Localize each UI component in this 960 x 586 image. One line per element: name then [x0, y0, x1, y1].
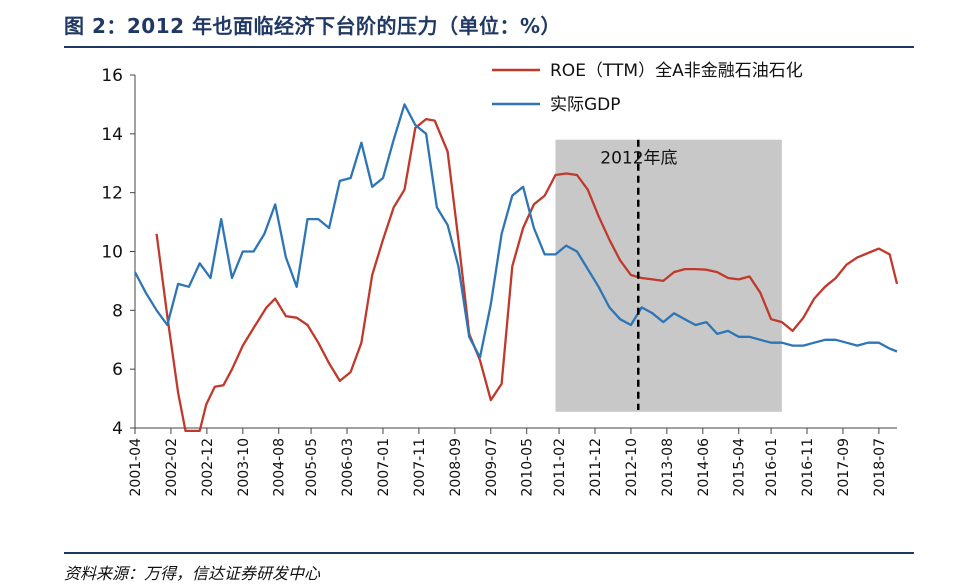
axes-layer: 4 6 8 10 12 14 16 2001-04 2002-02 2002-12 2003-10 2…	[101, 66, 897, 497]
title-rule	[64, 46, 914, 48]
y-tick-label: 16	[101, 66, 123, 86]
x-tick-label: 2011-12	[588, 438, 604, 497]
x-tick-label: 2001-04	[128, 438, 144, 497]
x-tick-label: 2018-07	[872, 438, 888, 497]
x-tick-label: 2013-08	[660, 438, 676, 497]
series-layer	[133, 103, 899, 433]
x-tick-label: 2015-04	[732, 438, 748, 497]
x-tick-label: 2014-06	[696, 438, 712, 497]
legend-label-gdp: 实际GDP	[550, 95, 621, 115]
y-tick-label: 10	[101, 243, 123, 263]
y-tick-label: 14	[101, 125, 123, 145]
x-tick-label: 2007-11	[412, 438, 428, 497]
x-tick-label: 2016-11	[800, 438, 816, 497]
figure-title: 图 2：2012 年也面临经济下台阶的压力（单位：%）	[64, 14, 562, 38]
x-tick-label: 2005-05	[304, 438, 320, 497]
source-rule	[64, 552, 914, 554]
x-tick-label: 2009-07	[484, 438, 500, 497]
legend-label-roe: ROE（TTM）全A非金融石油石化	[550, 61, 803, 81]
series-line-gdp	[133, 103, 898, 359]
x-tick-label: 2006-03	[340, 438, 356, 497]
source-note: 资料来源：万得，信达证券研发中心	[64, 564, 321, 583]
x-tick-label: 2010-05	[520, 438, 536, 497]
annotation-layer: 2012年底	[600, 139, 678, 410]
x-tick-label: 2011-02	[552, 438, 568, 497]
x-tick-label: 2017-09	[836, 438, 852, 497]
x-tick-label: 2002-12	[200, 438, 216, 497]
x-tick-label: 2004-08	[272, 438, 288, 497]
x-tick-label: 2002-02	[164, 438, 180, 497]
y-tick-label: 6	[112, 360, 123, 380]
x-tick-label: 2008-09	[448, 438, 464, 497]
x-tick-label: 2007-01	[376, 438, 392, 497]
line-chart: 4 6 8 10 12 14 16 2001-04 2002-02 2002-12 2003-10 2…	[101, 61, 899, 497]
x-tick-label: 2016-01	[764, 438, 780, 497]
y-tick-label: 12	[101, 184, 123, 204]
y-tick-label: 8	[112, 301, 123, 321]
y-tick-label: 4	[112, 419, 123, 439]
x-tick-label: 2012-10	[624, 438, 640, 497]
annotation-label: 2012年底	[600, 149, 677, 169]
x-tick-label: 2003-10	[236, 438, 252, 497]
series-line-roe	[155, 117, 899, 433]
